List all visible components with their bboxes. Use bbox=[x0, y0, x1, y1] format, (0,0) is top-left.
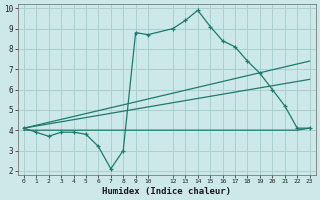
X-axis label: Humidex (Indice chaleur): Humidex (Indice chaleur) bbox=[102, 187, 231, 196]
